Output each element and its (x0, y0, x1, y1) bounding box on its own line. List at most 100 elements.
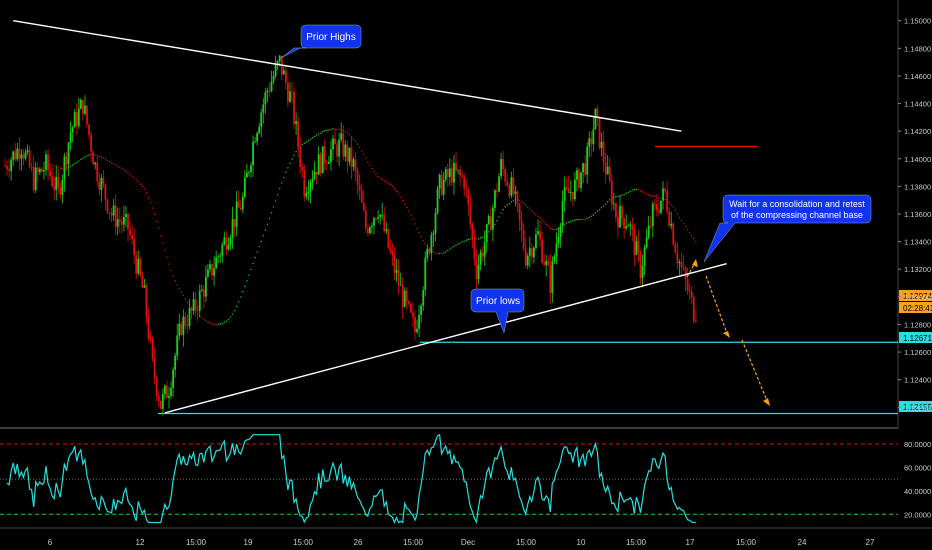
time-tick-label: 24 (798, 538, 807, 547)
ma-point (354, 140, 357, 142)
ma-point (326, 129, 328, 132)
ma-point (584, 218, 586, 221)
ma-point (373, 171, 375, 173)
candle-body (422, 290, 425, 306)
drop-arrow-1 (705, 275, 729, 337)
candle-body (565, 187, 568, 188)
price-tags: 1.12974 02:28:41 1.12671 1.12155 (899, 290, 932, 412)
ma-point (588, 216, 590, 219)
ma-point (213, 324, 215, 326)
ma-point (502, 208, 504, 211)
ma-point (235, 305, 238, 308)
candle-body (500, 159, 502, 177)
ma-point (504, 206, 506, 208)
candle-body (315, 171, 318, 175)
ma-point (246, 280, 248, 282)
callout-prior-lows-bubble (470, 288, 525, 334)
ma-point (389, 183, 392, 186)
candle-body (465, 188, 468, 190)
countdown-text: 02:28:41 (903, 304, 932, 313)
ma-point (295, 150, 297, 153)
candle-body (637, 241, 640, 253)
ma-point (479, 237, 482, 239)
candle-body (553, 256, 556, 262)
ma-point (287, 167, 289, 169)
candle-body (504, 169, 507, 182)
ma-point (570, 220, 572, 223)
candle-body (401, 284, 404, 307)
ma-point (617, 195, 619, 198)
candle-body (141, 275, 144, 288)
ma-point (131, 175, 133, 177)
ma-point (82, 157, 84, 159)
price-axis-ticks: 1.15000 1.14800 1.14600 1.14400 1.14200 1.140… (898, 17, 931, 412)
candle-body (239, 207, 242, 210)
ma-point (145, 192, 148, 194)
time-tick-label: 19 (244, 538, 253, 547)
ma-point (453, 245, 455, 248)
candle-body (561, 200, 564, 226)
candle-body (494, 190, 496, 208)
candle-body (430, 234, 433, 254)
ma-point (346, 132, 349, 135)
price-tick-label: 1.15000 (904, 17, 931, 26)
ma-point (367, 161, 369, 163)
ma-point (416, 227, 418, 230)
candle-body (651, 203, 654, 227)
candle-body (479, 252, 482, 265)
ma-point (123, 169, 125, 171)
ma-point (100, 156, 103, 158)
candle-body (143, 285, 146, 288)
oscillator-line (6, 433, 696, 525)
ma-point (274, 200, 277, 202)
candle-body (92, 151, 95, 165)
price-tick-label: 1.12800 (904, 320, 931, 329)
candle-body (653, 203, 656, 205)
ma-point (266, 223, 269, 226)
candle-body (391, 252, 394, 256)
ma-point (147, 196, 150, 199)
ma-point (551, 228, 554, 231)
candle-body (639, 252, 642, 279)
ma-point (412, 218, 414, 220)
candle-body (237, 201, 240, 208)
retest-arrow (686, 262, 696, 278)
candle-body (664, 188, 666, 192)
ma-point (635, 188, 638, 191)
candle-body (467, 189, 470, 205)
candle-body (227, 244, 230, 250)
ma-point (223, 321, 226, 323)
candle-body (543, 262, 546, 265)
candle-body (635, 241, 638, 255)
ma-point (207, 321, 209, 323)
ma-point (582, 218, 584, 221)
ma-point (678, 217, 681, 219)
candle-body (217, 256, 220, 258)
candle-body (10, 160, 13, 171)
ma-point (279, 187, 281, 190)
candle-body (71, 127, 74, 133)
candle-body (535, 234, 537, 248)
candle-body (79, 99, 82, 109)
ma-point (469, 238, 472, 240)
candle-body (209, 264, 211, 270)
ma-point (227, 318, 230, 321)
candle-body (483, 242, 486, 257)
candle-body (424, 258, 427, 291)
ma-point (410, 214, 412, 216)
candle-body (223, 237, 226, 245)
time-tick-label: 12 (136, 538, 145, 547)
ma-point (637, 189, 640, 191)
candle-body (317, 154, 320, 175)
callout-note-bubble (703, 194, 872, 263)
candle-body (184, 316, 187, 326)
ma-point (619, 195, 621, 197)
ma-point (315, 134, 318, 136)
candle-body (555, 243, 558, 257)
candle-body (297, 121, 300, 148)
candle-body (676, 252, 679, 264)
ma-point (51, 164, 53, 166)
candle-body (338, 139, 341, 157)
ma-point (371, 167, 373, 170)
price-tick-label: 1.13600 (904, 210, 931, 219)
